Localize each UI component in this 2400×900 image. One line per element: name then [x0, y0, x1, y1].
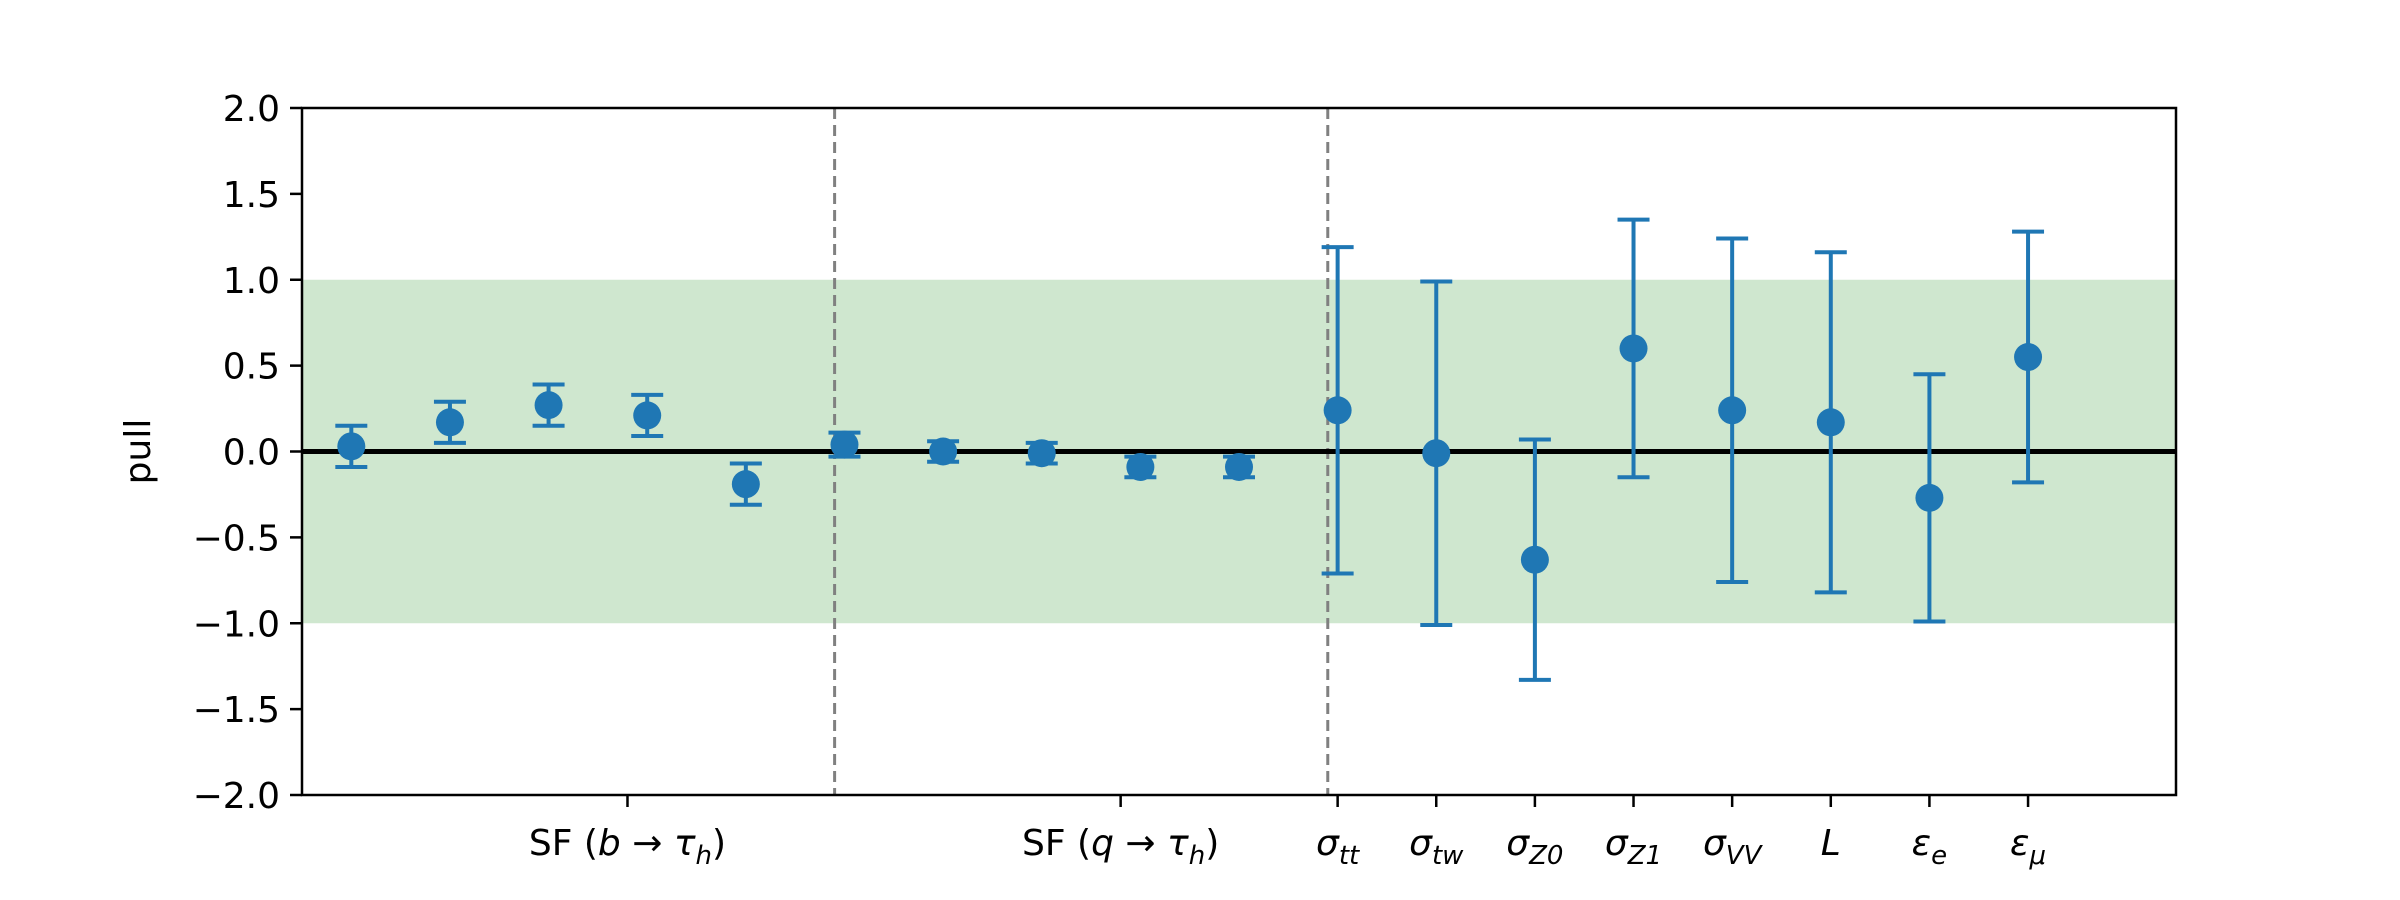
data-point-5: [830, 430, 859, 459]
label-subscript: Z0: [1528, 841, 1563, 871]
label-subscript: tw: [1432, 841, 1464, 871]
label-part: τ: [1167, 823, 1189, 864]
data-point-10: [1323, 396, 1352, 425]
label-part: ): [712, 823, 726, 864]
label-part: ): [1205, 823, 1219, 864]
y-tick-label: −1.5: [193, 690, 280, 731]
y-tick-label: 2.0: [223, 89, 280, 130]
label-part: q: [1091, 823, 1114, 864]
label-subscript: Z1: [1627, 841, 1662, 871]
data-point-15: [1816, 408, 1845, 437]
y-tick-label: −2.0: [193, 776, 280, 817]
data-point-1: [435, 408, 464, 437]
y-tick-label: 0.5: [223, 347, 280, 388]
label-subscript: tt: [1339, 841, 1360, 871]
y-axis-label: pull: [118, 419, 159, 485]
x-category-label: εe: [1912, 823, 1947, 871]
label-part: σ: [1506, 823, 1530, 864]
label-part: ε: [2010, 823, 2029, 864]
label-part: σ: [1316, 823, 1340, 864]
data-point-7: [1027, 439, 1056, 468]
label-part: σ: [1605, 823, 1629, 864]
y-tick-label: 1.0: [223, 261, 280, 302]
y-tick-label: 1.5: [223, 175, 280, 216]
data-point-6: [929, 437, 958, 466]
label-part: τ: [674, 823, 696, 864]
x-category-label: σtw: [1409, 823, 1464, 871]
data-point-2: [534, 391, 563, 420]
data-point-13: [1619, 334, 1648, 363]
x-category-label: SF (b → τh): [529, 823, 726, 871]
data-point-3: [633, 401, 662, 430]
x-category-label: σVV: [1703, 823, 1764, 871]
data-point-17: [2014, 343, 2043, 372]
y-tick-label: −0.5: [193, 518, 280, 559]
data-point-11: [1422, 439, 1451, 468]
label-subscript: VV: [1726, 841, 1764, 871]
label-subscript: e: [1931, 841, 1947, 871]
x-category-label: σtt: [1316, 823, 1360, 871]
data-point-12: [1520, 545, 1549, 574]
data-point-14: [1718, 396, 1747, 425]
label-subscript: μ: [2029, 841, 2047, 871]
label-part: σ: [1703, 823, 1727, 864]
data-point-4: [731, 470, 760, 499]
y-tick-label: 0.0: [223, 433, 280, 474]
label-part: →: [621, 823, 674, 864]
label-part: b: [598, 823, 621, 864]
data-point-0: [337, 432, 366, 461]
y-tick-label: −1.0: [193, 604, 280, 645]
label-part: SF (: [529, 823, 598, 864]
label-part: σ: [1409, 823, 1433, 864]
data-point-8: [1126, 452, 1155, 481]
label-part: L: [1821, 823, 1841, 864]
y-axis-ticks: 2.0 1.5 1.0 0.5 0.0 −0.5 −1.0 −1.5 −2.0: [193, 89, 302, 817]
data-point-layer: [337, 334, 2043, 574]
label-part: ε: [1912, 823, 1931, 864]
label-part: SF (: [1022, 823, 1091, 864]
data-point-16: [1915, 483, 1944, 512]
data-point-9: [1225, 452, 1253, 481]
x-category-label: σZ1: [1605, 823, 1662, 871]
x-category-label: L: [1821, 823, 1841, 864]
label-subscript: h: [1189, 841, 1205, 871]
x-category-label: SF (q → τh): [1022, 823, 1219, 871]
x-category-label: εμ: [2010, 823, 2046, 871]
x-category-label: σZ0: [1506, 823, 1563, 871]
label-subscript: h: [696, 841, 712, 871]
label-part: →: [1114, 823, 1167, 864]
